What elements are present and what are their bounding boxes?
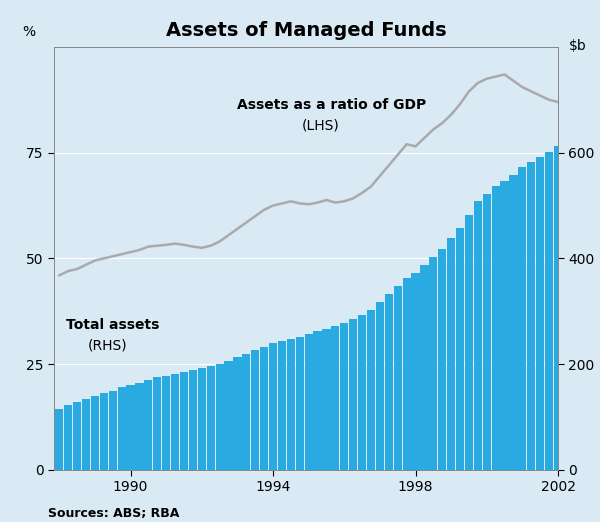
Text: Total assets: Total assets <box>67 317 160 331</box>
Bar <box>260 347 268 470</box>
Text: (LHS): (LHS) <box>302 119 339 133</box>
Bar <box>456 228 464 470</box>
Bar <box>171 374 179 470</box>
Bar <box>127 385 134 470</box>
Bar <box>278 341 286 470</box>
Bar <box>144 380 152 470</box>
Bar <box>206 366 215 470</box>
Bar <box>118 387 126 470</box>
Bar <box>305 334 313 470</box>
Bar <box>367 310 375 470</box>
Bar <box>438 249 446 470</box>
Bar <box>403 278 411 470</box>
Bar <box>322 329 331 470</box>
Bar <box>412 273 419 470</box>
Bar <box>340 323 349 470</box>
Bar <box>500 181 509 470</box>
Bar <box>215 363 224 470</box>
Bar <box>224 361 233 470</box>
Bar <box>554 146 562 470</box>
Bar <box>189 370 197 470</box>
Bar <box>563 141 571 470</box>
Bar <box>421 265 428 470</box>
Bar <box>153 377 161 470</box>
Bar <box>269 343 277 470</box>
Bar <box>349 319 357 470</box>
Bar <box>82 399 90 470</box>
Bar <box>482 194 491 470</box>
Bar <box>385 294 393 470</box>
Bar <box>91 396 99 470</box>
Bar <box>331 326 340 470</box>
Bar <box>73 402 81 470</box>
Y-axis label: %: % <box>22 25 35 39</box>
Text: (RHS): (RHS) <box>88 339 127 353</box>
Bar <box>509 175 518 470</box>
Title: Assets of Managed Funds: Assets of Managed Funds <box>166 21 446 40</box>
Bar <box>233 357 242 470</box>
Bar <box>474 201 482 470</box>
Bar <box>581 130 589 470</box>
Text: Assets as a ratio of GDP: Assets as a ratio of GDP <box>238 98 427 112</box>
Bar <box>536 157 544 470</box>
Bar <box>313 331 322 470</box>
Bar <box>109 390 117 470</box>
Bar <box>242 354 250 470</box>
Bar <box>162 376 170 470</box>
Bar <box>198 368 206 470</box>
Bar <box>545 151 553 470</box>
Bar <box>136 383 143 470</box>
Bar <box>251 350 259 470</box>
Bar <box>358 315 366 470</box>
Bar <box>100 393 108 470</box>
Text: Sources: ABS; RBA: Sources: ABS; RBA <box>48 507 179 520</box>
Bar <box>518 168 526 470</box>
Bar <box>296 337 304 470</box>
Bar <box>287 339 295 470</box>
Bar <box>447 239 455 470</box>
Bar <box>429 257 437 470</box>
Bar <box>527 162 535 470</box>
Bar <box>491 186 500 470</box>
Bar <box>180 372 188 470</box>
Y-axis label: $b: $b <box>569 39 587 53</box>
Bar <box>394 286 402 470</box>
Bar <box>376 302 384 470</box>
Bar <box>572 136 580 470</box>
Bar <box>64 405 73 470</box>
Bar <box>55 409 64 470</box>
Bar <box>465 215 473 470</box>
